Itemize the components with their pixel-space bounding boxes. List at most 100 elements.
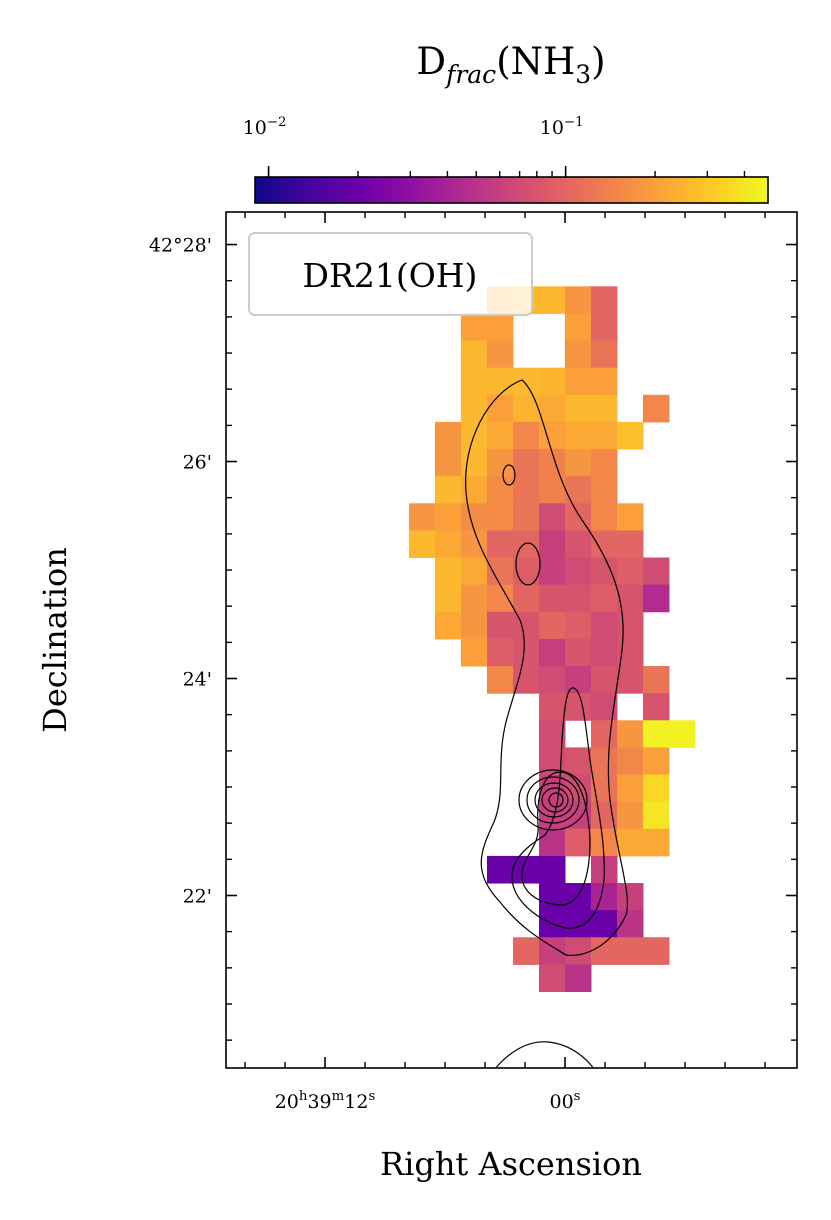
contour bbox=[515, 542, 541, 586]
cell bbox=[539, 855, 566, 884]
cell bbox=[461, 367, 488, 396]
tick-label: 10−1 bbox=[540, 115, 584, 139]
cell bbox=[513, 666, 540, 694]
colorbar bbox=[254, 176, 769, 204]
cell bbox=[565, 584, 592, 613]
cell bbox=[487, 666, 514, 694]
contour bbox=[465, 379, 629, 957]
contour bbox=[541, 787, 569, 813]
cell bbox=[591, 286, 618, 314]
cell bbox=[539, 530, 566, 559]
cell bbox=[643, 828, 670, 857]
cell bbox=[487, 313, 514, 342]
legend-label: DR21(OH) bbox=[303, 256, 478, 295]
cell bbox=[617, 666, 644, 694]
cell bbox=[487, 340, 514, 369]
cell bbox=[409, 503, 436, 531]
cell bbox=[435, 421, 462, 450]
y-tick-label: 24' bbox=[183, 669, 212, 691]
cell bbox=[487, 584, 514, 613]
cell bbox=[513, 394, 540, 423]
cell bbox=[513, 449, 540, 477]
cell bbox=[643, 747, 670, 776]
cell bbox=[643, 394, 670, 423]
cell bbox=[461, 340, 488, 369]
cell bbox=[669, 720, 696, 748]
cell bbox=[617, 937, 644, 965]
cell bbox=[487, 449, 514, 477]
cell bbox=[643, 720, 670, 748]
cell bbox=[461, 449, 488, 477]
cell bbox=[617, 503, 644, 531]
cell bbox=[591, 530, 618, 559]
cell bbox=[539, 476, 566, 504]
cell bbox=[435, 503, 462, 531]
cell bbox=[591, 476, 618, 504]
cell bbox=[591, 828, 618, 857]
cell bbox=[591, 367, 618, 396]
cell bbox=[565, 693, 592, 721]
cell bbox=[487, 557, 514, 586]
cell bbox=[461, 584, 488, 613]
y-tick-label: 26' bbox=[183, 452, 212, 474]
cell bbox=[539, 693, 566, 721]
cell bbox=[565, 286, 592, 314]
cell bbox=[643, 937, 670, 965]
tick-label-part: 10 bbox=[243, 117, 267, 139]
cell bbox=[591, 503, 618, 531]
cell bbox=[565, 666, 592, 694]
cell bbox=[591, 883, 618, 911]
cell bbox=[565, 747, 592, 776]
cell bbox=[565, 937, 592, 965]
contour bbox=[548, 792, 564, 808]
cell bbox=[617, 557, 644, 586]
cell bbox=[461, 557, 488, 586]
cell bbox=[487, 476, 514, 504]
cell bbox=[513, 421, 540, 450]
cell bbox=[513, 937, 540, 965]
cell bbox=[565, 557, 592, 586]
contour bbox=[518, 769, 588, 831]
cell bbox=[513, 638, 540, 667]
cell bbox=[435, 611, 462, 640]
cell bbox=[591, 693, 618, 721]
contour bbox=[502, 464, 516, 486]
cell bbox=[487, 611, 514, 640]
cell bbox=[591, 666, 618, 694]
cell bbox=[565, 394, 592, 423]
cell bbox=[487, 503, 514, 531]
tick-label: 20h39m12s bbox=[275, 1089, 376, 1113]
cell bbox=[591, 720, 618, 748]
cell bbox=[565, 638, 592, 667]
cell bbox=[591, 584, 618, 613]
cell bbox=[591, 774, 618, 803]
cell bbox=[539, 720, 566, 748]
cell bbox=[591, 747, 618, 776]
cell bbox=[487, 855, 514, 884]
cell bbox=[435, 476, 462, 504]
tick-label-part: 12 bbox=[344, 1091, 368, 1113]
cell bbox=[539, 503, 566, 531]
cell bbox=[435, 584, 462, 613]
cell bbox=[643, 801, 670, 830]
cell bbox=[591, 937, 618, 965]
tick-label: 10−2 bbox=[243, 115, 287, 139]
cell bbox=[565, 449, 592, 477]
cell bbox=[461, 638, 488, 667]
title-part: (NH bbox=[496, 40, 575, 83]
cell bbox=[565, 503, 592, 531]
cell bbox=[539, 828, 566, 857]
contour bbox=[494, 1041, 594, 1068]
cell bbox=[643, 557, 670, 586]
cell bbox=[435, 449, 462, 477]
cell bbox=[461, 611, 488, 640]
cell bbox=[513, 476, 540, 504]
cell bbox=[591, 421, 618, 450]
cell bbox=[539, 638, 566, 667]
cell bbox=[461, 476, 488, 504]
cell bbox=[565, 476, 592, 504]
tick-label-part: s bbox=[574, 1089, 581, 1104]
cell bbox=[513, 584, 540, 613]
cell bbox=[539, 421, 566, 450]
y-tick-label: 42°28' bbox=[149, 235, 212, 257]
